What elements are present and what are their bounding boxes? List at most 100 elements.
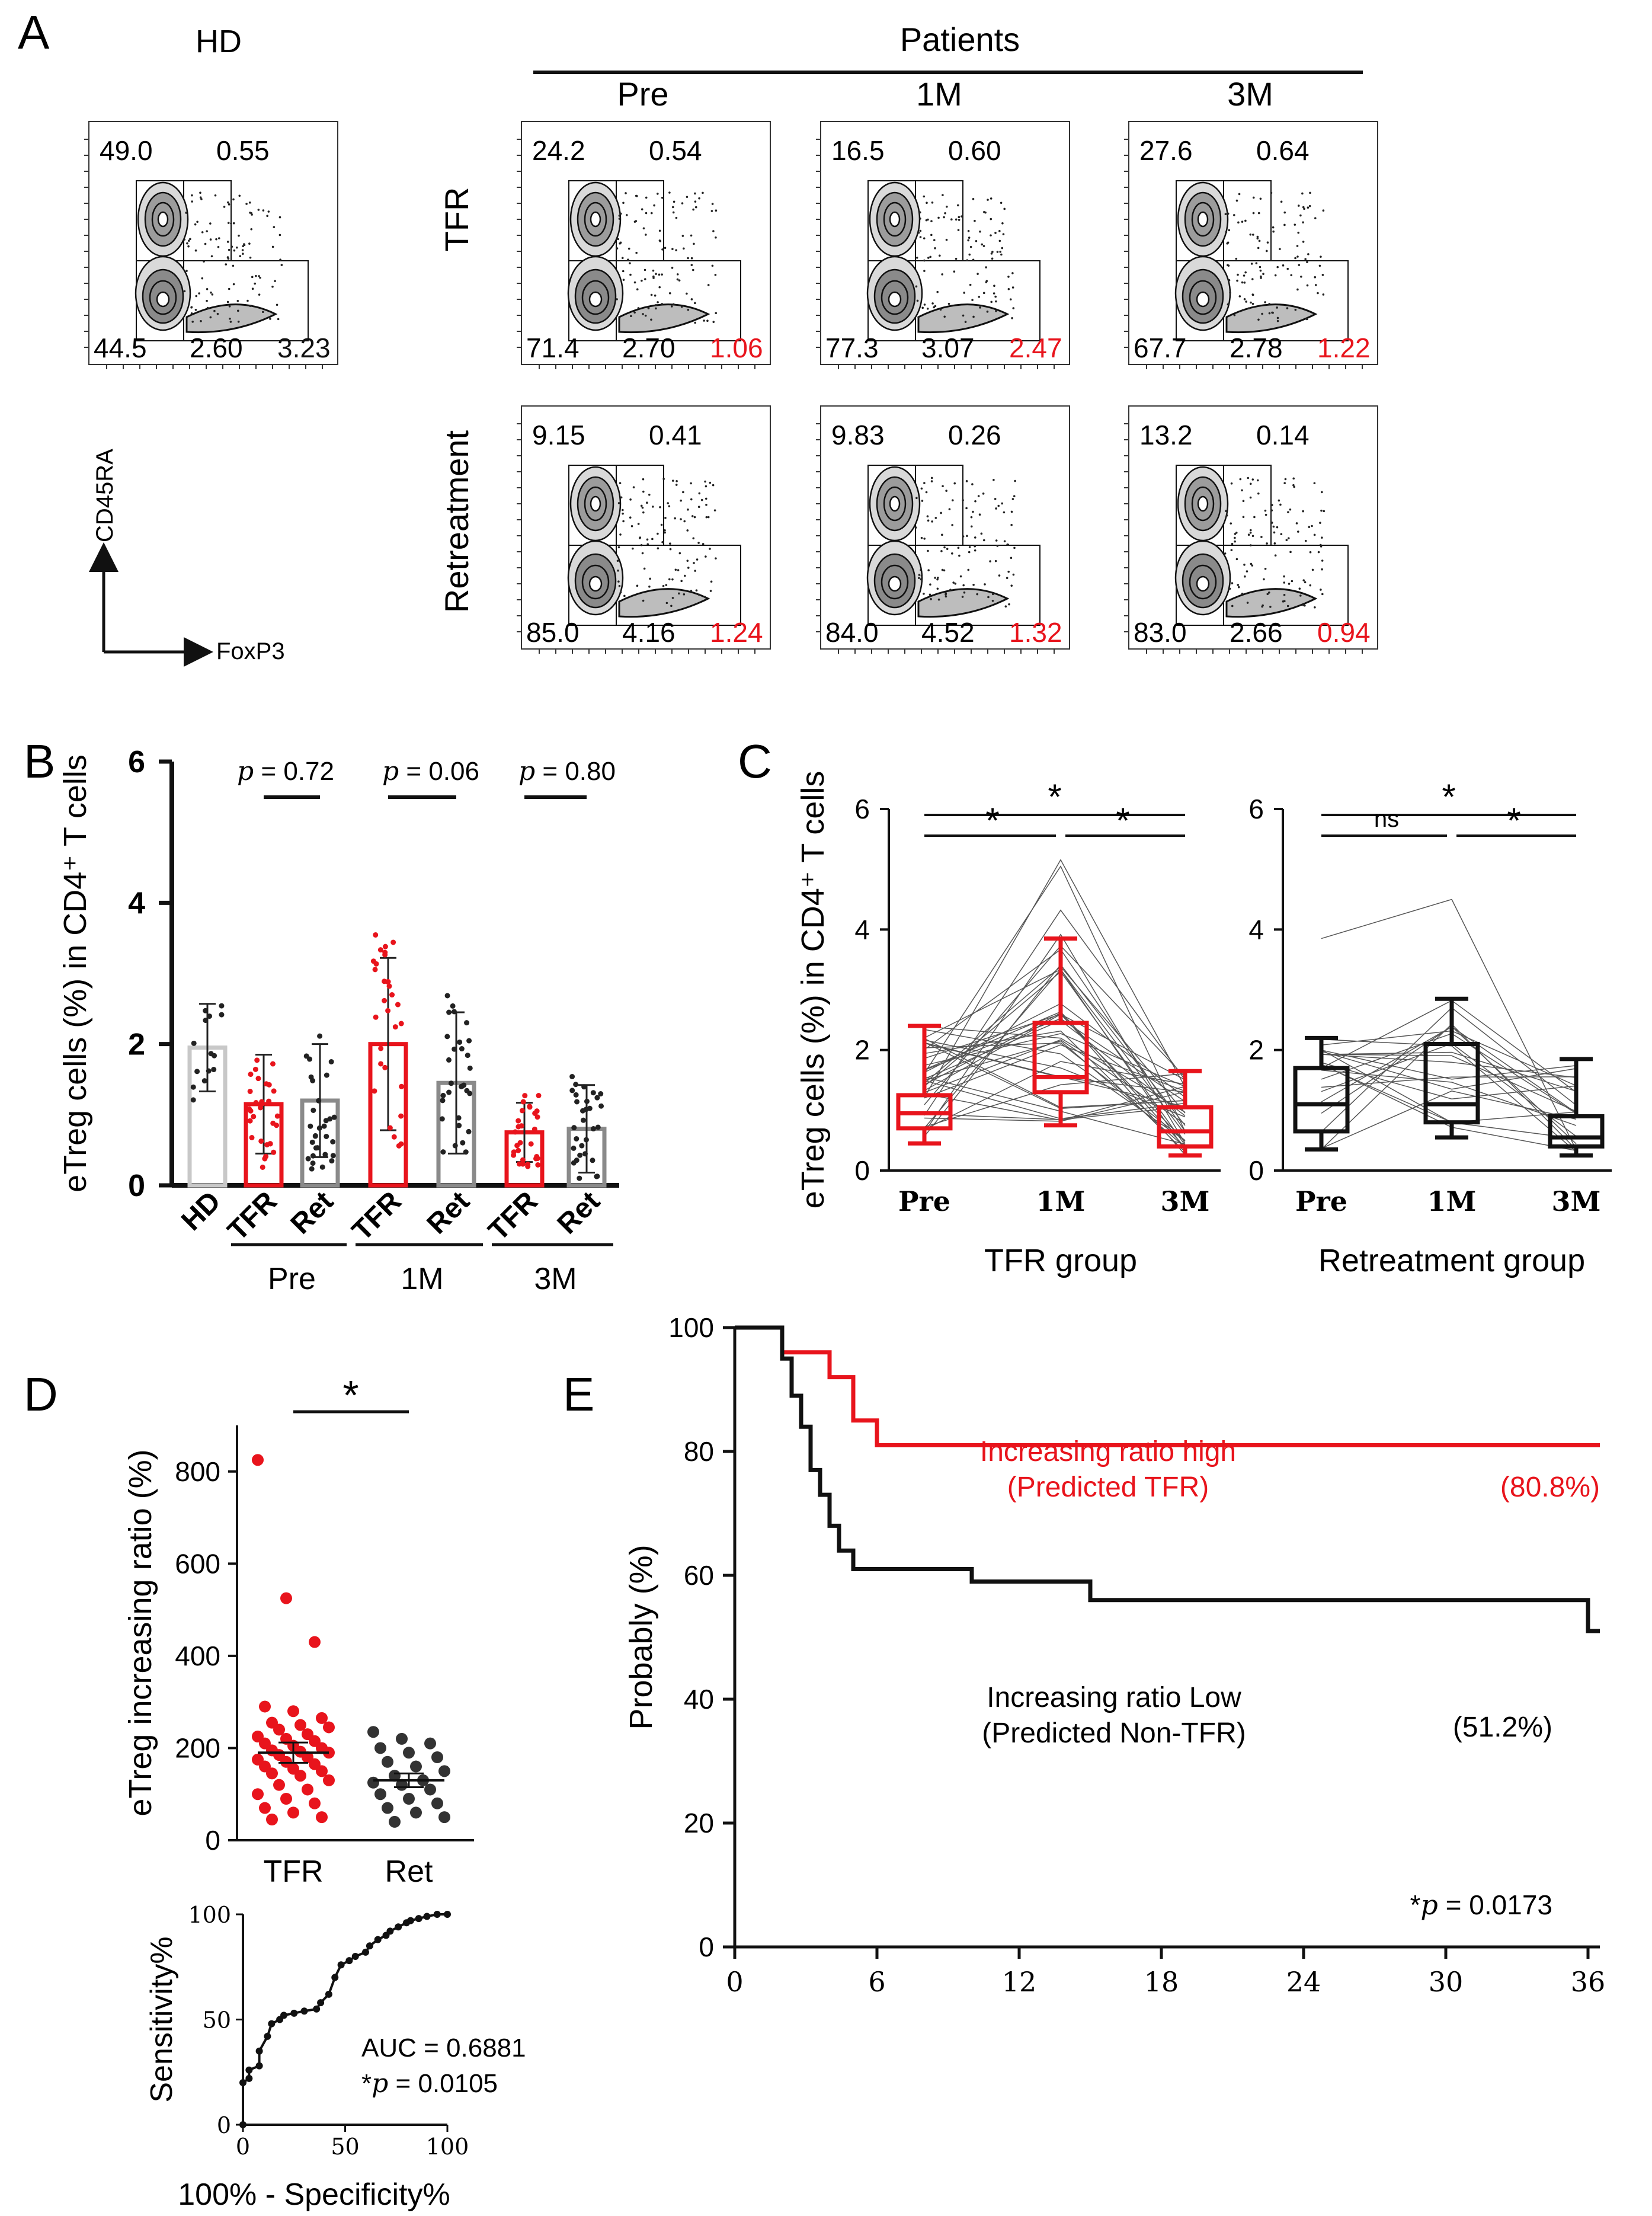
event-dot <box>991 257 994 260</box>
event-dot <box>1002 233 1005 236</box>
data-point <box>382 952 388 958</box>
y-tick-label: 0 <box>217 2112 231 2138</box>
x-tick-label: 100 <box>426 2134 469 2160</box>
event-dot <box>630 525 633 527</box>
event-dot <box>206 287 209 290</box>
data-point <box>294 1719 306 1731</box>
event-dot <box>1011 498 1014 500</box>
y-axis-label: Sensitivity% <box>145 1936 179 2102</box>
event-dot <box>1307 206 1310 209</box>
data-point <box>569 1088 575 1093</box>
auc-label: AUC = 0.6881 <box>361 2033 526 2062</box>
data-point <box>382 997 388 1003</box>
event-dot <box>1013 495 1016 497</box>
event-dot <box>995 300 997 303</box>
hd-label: HD <box>196 24 242 59</box>
event-dot <box>998 230 1001 232</box>
event-dot <box>1228 229 1231 232</box>
y-axis-label: Probably (%) <box>623 1545 659 1729</box>
event-dot <box>236 299 239 302</box>
data-point <box>438 1765 450 1777</box>
event-dot <box>1287 537 1290 540</box>
data-point <box>398 1021 404 1027</box>
event-dot <box>1251 293 1254 296</box>
event-dot <box>232 198 235 201</box>
panel-letter-a: A <box>18 6 50 59</box>
event-dot <box>1317 292 1319 295</box>
event-dot <box>996 545 999 547</box>
event-dot <box>675 480 678 482</box>
data-point <box>456 1123 462 1128</box>
event-dot <box>697 593 700 596</box>
x-tick-label: 18 <box>1144 1966 1179 1998</box>
data-point <box>395 1002 401 1008</box>
event-dot <box>1007 287 1010 290</box>
event-dot <box>206 230 208 232</box>
event-dot <box>952 581 955 584</box>
data-point <box>535 1162 541 1168</box>
plot-frame <box>1128 121 1378 365</box>
event-dot <box>1226 242 1228 245</box>
event-dot <box>690 298 693 300</box>
event-dot <box>1234 540 1236 543</box>
event-dot <box>652 269 655 272</box>
event-dot <box>632 486 635 488</box>
data-point <box>440 1092 446 1098</box>
x-tick-label: 30 <box>1429 1966 1464 1998</box>
event-dot <box>1297 530 1299 533</box>
event-dot <box>1007 570 1010 573</box>
event-dot <box>998 239 1001 242</box>
event-dot <box>1243 564 1246 566</box>
event-dot <box>670 605 673 607</box>
event-dot <box>653 204 655 207</box>
event-dot <box>246 299 249 302</box>
event-dot <box>660 523 663 526</box>
data-point <box>194 1069 200 1075</box>
end-label-low: (51.2%) <box>1453 1712 1552 1743</box>
event-dot <box>997 504 1000 507</box>
category-label: Ret <box>552 1185 606 1240</box>
density-tail <box>1225 303 1318 334</box>
event-dot <box>622 279 625 281</box>
paired-line <box>1321 1076 1577 1088</box>
box-body <box>1423 1042 1480 1125</box>
box <box>1293 1035 1350 1152</box>
event-dot <box>1272 230 1275 233</box>
event-dot <box>714 274 717 276</box>
event-dot <box>228 203 230 206</box>
roc-point <box>313 2005 321 2013</box>
event-dot <box>994 295 997 298</box>
data-point <box>598 1103 604 1109</box>
event-dot <box>617 569 619 572</box>
event-dot <box>232 283 235 286</box>
p-value: p = 0.80 <box>518 756 616 786</box>
event-dot <box>641 506 644 509</box>
event-dot <box>943 546 946 549</box>
event-dot <box>958 554 961 557</box>
event-dot <box>201 277 204 280</box>
event-dot <box>977 495 980 497</box>
event-dot <box>1295 522 1298 525</box>
q2-value: 0.41 <box>649 420 702 450</box>
event-dot <box>936 578 939 581</box>
event-dot <box>636 584 639 587</box>
event-dot <box>915 497 918 500</box>
event-dot <box>671 267 674 269</box>
data-point <box>316 1098 322 1104</box>
event-dot <box>1001 502 1003 505</box>
event-dot <box>715 312 718 315</box>
data-point <box>465 1053 470 1059</box>
data-point <box>511 1149 517 1155</box>
category-label: 3M <box>1161 1185 1210 1217</box>
event-dot <box>691 515 694 517</box>
q5-value: 1.24 <box>710 617 763 648</box>
event-dot <box>980 532 983 535</box>
event-dot <box>925 491 928 494</box>
event-dot <box>191 321 194 323</box>
event-dot <box>1283 600 1286 603</box>
event-dot <box>967 568 970 571</box>
event-dot <box>661 248 664 251</box>
density-contour <box>888 575 902 592</box>
q4-value: 2.70 <box>622 332 675 363</box>
data-point <box>255 1076 261 1082</box>
